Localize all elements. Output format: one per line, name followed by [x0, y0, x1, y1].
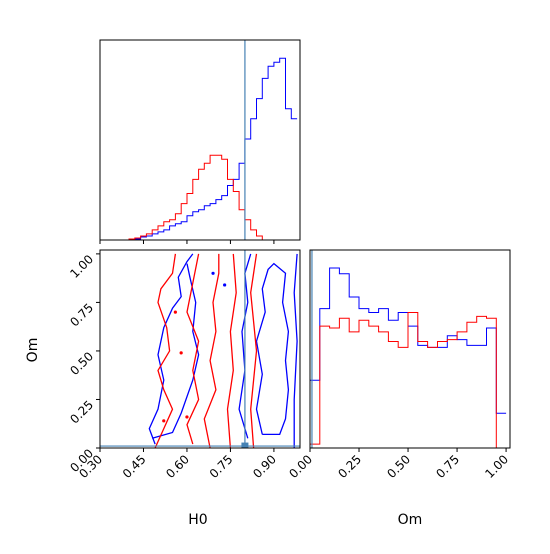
om-tick-label: 0.50	[384, 452, 413, 481]
om-hist-series-b	[309, 312, 507, 449]
truth-marker	[241, 442, 249, 448]
right-panel-frame	[309, 249, 511, 449]
h0-tick-label: 0.60	[163, 452, 192, 481]
contour-series-a-4	[293, 253, 298, 448]
om-tick-label: 0.75	[433, 452, 462, 481]
joint-contours	[100, 250, 300, 448]
contour-dot-series-b-2	[185, 415, 189, 419]
om-y-tick-label: 0.25	[67, 398, 96, 427]
h0-hist-series-a	[100, 57, 298, 241]
contour-series-b-3	[226, 253, 237, 448]
h0-tick-label: 0.45	[120, 452, 149, 481]
contour-dot-series-b-0	[173, 310, 177, 314]
h0-tick-label: 0.90	[250, 452, 279, 481]
om-axis-label: Om	[398, 512, 423, 528]
om-y-axis-label: Om	[25, 338, 41, 363]
contour-series-a-0	[148, 253, 194, 445]
contour-dot-series-a-1	[223, 283, 227, 287]
om-histogram-panel: 0.00 0.25 0.50 0.75 1.00	[286, 249, 511, 481]
om-hist-series-a	[309, 267, 507, 448]
contour-series-b-1	[186, 253, 200, 445]
om-tick-label: 1.00	[482, 452, 511, 481]
contour-series-b-4	[250, 253, 258, 448]
om-tick-label: 0.25	[335, 452, 364, 481]
om-tick-label: 0.00	[286, 452, 315, 481]
om-y-tick-label: 1.00	[67, 252, 96, 281]
joint-panel-frame	[99, 249, 301, 449]
contour-series-a-3	[255, 262, 290, 436]
joint-contour-panel: 0.30 0.45 0.60 0.75 0.900.000.250.500.751.00	[67, 249, 301, 481]
top-panel-frame	[99, 39, 301, 241]
h0-tick-label: 0.75	[207, 452, 236, 481]
om-y-tick-label: 0.50	[67, 349, 96, 378]
contour-dot-series-b-1	[179, 351, 183, 355]
contour-dot-series-a-0	[211, 271, 215, 275]
contour-series-b-0	[154, 253, 177, 448]
h0-axis-label: H0	[188, 512, 207, 528]
h0-hist-series-b	[100, 154, 298, 241]
contour-series-b-2	[203, 253, 220, 448]
h0-histogram-panel	[99, 39, 301, 244]
contour-dot-series-b-3	[162, 419, 166, 423]
om-y-tick-label: 0.75	[67, 301, 96, 330]
